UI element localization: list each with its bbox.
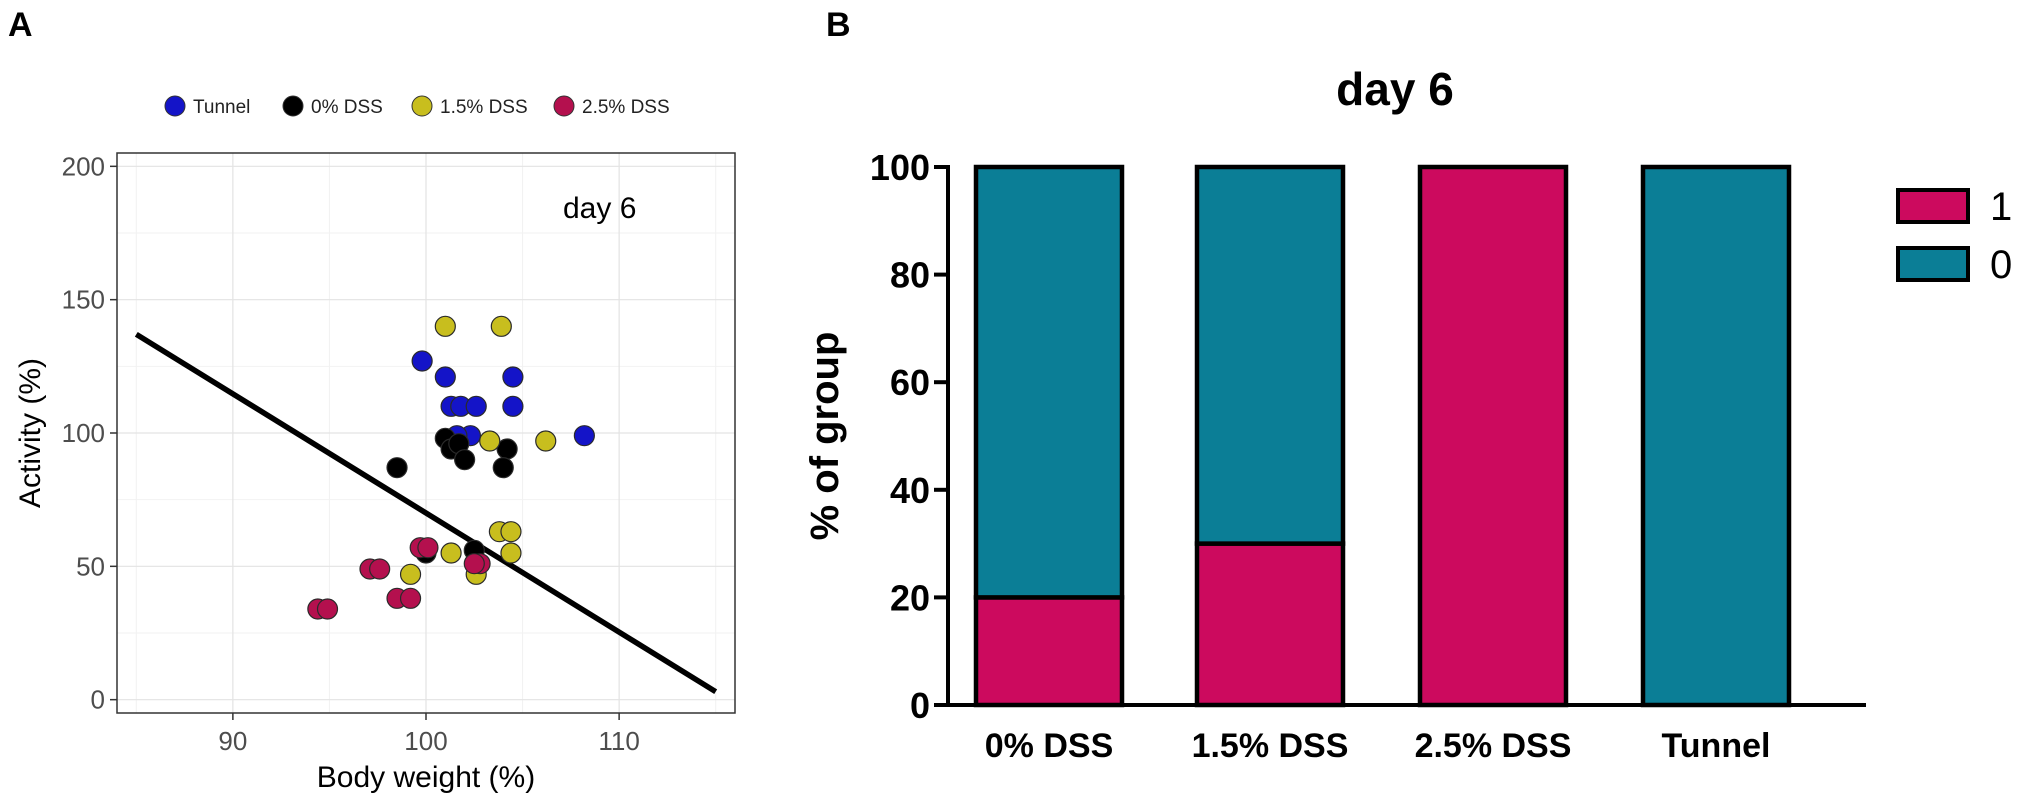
legend-25dss-marker [553,95,575,117]
scatter-x-axis-label: Body weight (%) [317,761,535,794]
bar-chart-title: day 6 [1336,63,1454,115]
bar-segment-0 [1194,164,1346,546]
regression-line [134,331,718,695]
data-point-1-5-dss [479,430,501,452]
legend-0-label: 0 [1990,243,2012,287]
legend-15dss-marker [411,95,433,117]
legend-0dss-marker [282,95,304,117]
bar-category-label: 0% DSS [985,727,1114,765]
x-tick-label: 110 [598,726,639,756]
data-point-tunnel [465,395,487,417]
stacked-bar-chart: day 6 0 20 40 60 80 100 0% DSS 1.5% DSS 2.5% DSS… [803,63,1866,765]
scatter-plot: 90 100 110 0 50 100 150 200 day 6 Body weight (… [14,151,736,794]
data-point-1-5-dss [500,521,522,543]
legend-1-label: 1 [1990,185,2012,229]
data-point-1-5-dss [500,542,522,564]
data-point-1-5-dss [535,430,557,452]
data-point-1-5-dss [440,542,462,564]
scatter-y-axis-label: Activity (%) [14,358,47,508]
bar-y-axis-label: % of group [803,332,847,541]
legend-1-swatch [1896,188,1970,224]
panel-a-label: A [8,6,33,44]
legend-15dss-label: 1.5% DSS [440,97,528,118]
data-point-0-dss [492,457,514,479]
bar-segment-0 [973,164,1125,600]
data-point-tunnel [502,366,524,388]
scatter-grid [117,153,735,713]
scatter-points [307,315,595,620]
legend-tunnel-marker [164,95,186,117]
data-point-2-5-dss [463,553,485,575]
y-tick-label: 200 [62,151,105,181]
bar-y-tick-label: 60 [890,362,930,403]
bar-y-tick-label: 40 [890,470,930,511]
panel-b-label: B [826,6,851,44]
regression-line-group [134,331,718,695]
legend-25dss-label: 2.5% DSS [582,97,670,118]
bar-y-tick-label: 80 [890,255,930,296]
panel-b-legend: 1 0 [1896,185,2012,287]
data-point-2-5-dss [417,537,439,559]
data-point-tunnel [502,395,524,417]
data-point-1-5-dss [399,563,422,585]
y-tick-label: 150 [62,285,105,315]
legend-0dss-label: 0% DSS [311,97,383,118]
data-point-2-5-dss [399,587,422,609]
bar-stacks [973,164,1792,708]
legend-0-swatch [1896,246,1970,282]
data-point-1-5-dss [490,315,512,337]
data-point-2-5-dss [369,558,391,580]
y-tick-label: 50 [76,551,105,581]
bar-y-tick-label: 0 [910,685,930,726]
x-tick-label: 90 [218,726,247,756]
bar-y-tick-label: 20 [890,577,930,618]
scatter-ticks: 90 100 110 0 50 100 150 200 [62,151,640,756]
data-point-1-5-dss [434,315,456,337]
bar-category-label: 2.5% DSS [1415,727,1572,765]
legend-tunnel-label: Tunnel [193,97,250,118]
x-tick-label: 100 [404,726,447,756]
data-point-2-5-dss [316,598,339,620]
bar-segment-0 [1640,164,1792,708]
data-point-tunnel [573,425,595,447]
bar-segment-1 [1417,164,1569,708]
data-point-0-dss [454,449,476,471]
data-point-0-dss [386,457,408,479]
bar-y-tick-label: 100 [870,147,930,188]
y-tick-label: 100 [62,418,105,448]
bar-category-label: Tunnel [1662,727,1771,765]
bar-category-label: 1.5% DSS [1192,727,1349,765]
bar-segment-1 [1194,541,1346,708]
scatter-annotation: day 6 [563,192,636,225]
y-tick-label: 0 [91,685,105,715]
bar-segment-1 [973,595,1125,708]
data-point-tunnel [411,350,433,372]
data-point-tunnel [434,366,456,388]
panel-a-legend: Tunnel 0% DSS 1.5% DSS 2.5% DSS [164,95,670,118]
bar-axes: 0 20 40 60 80 100 0% DSS 1.5% DSS 2.5% DSS Tunnel [870,147,1866,765]
